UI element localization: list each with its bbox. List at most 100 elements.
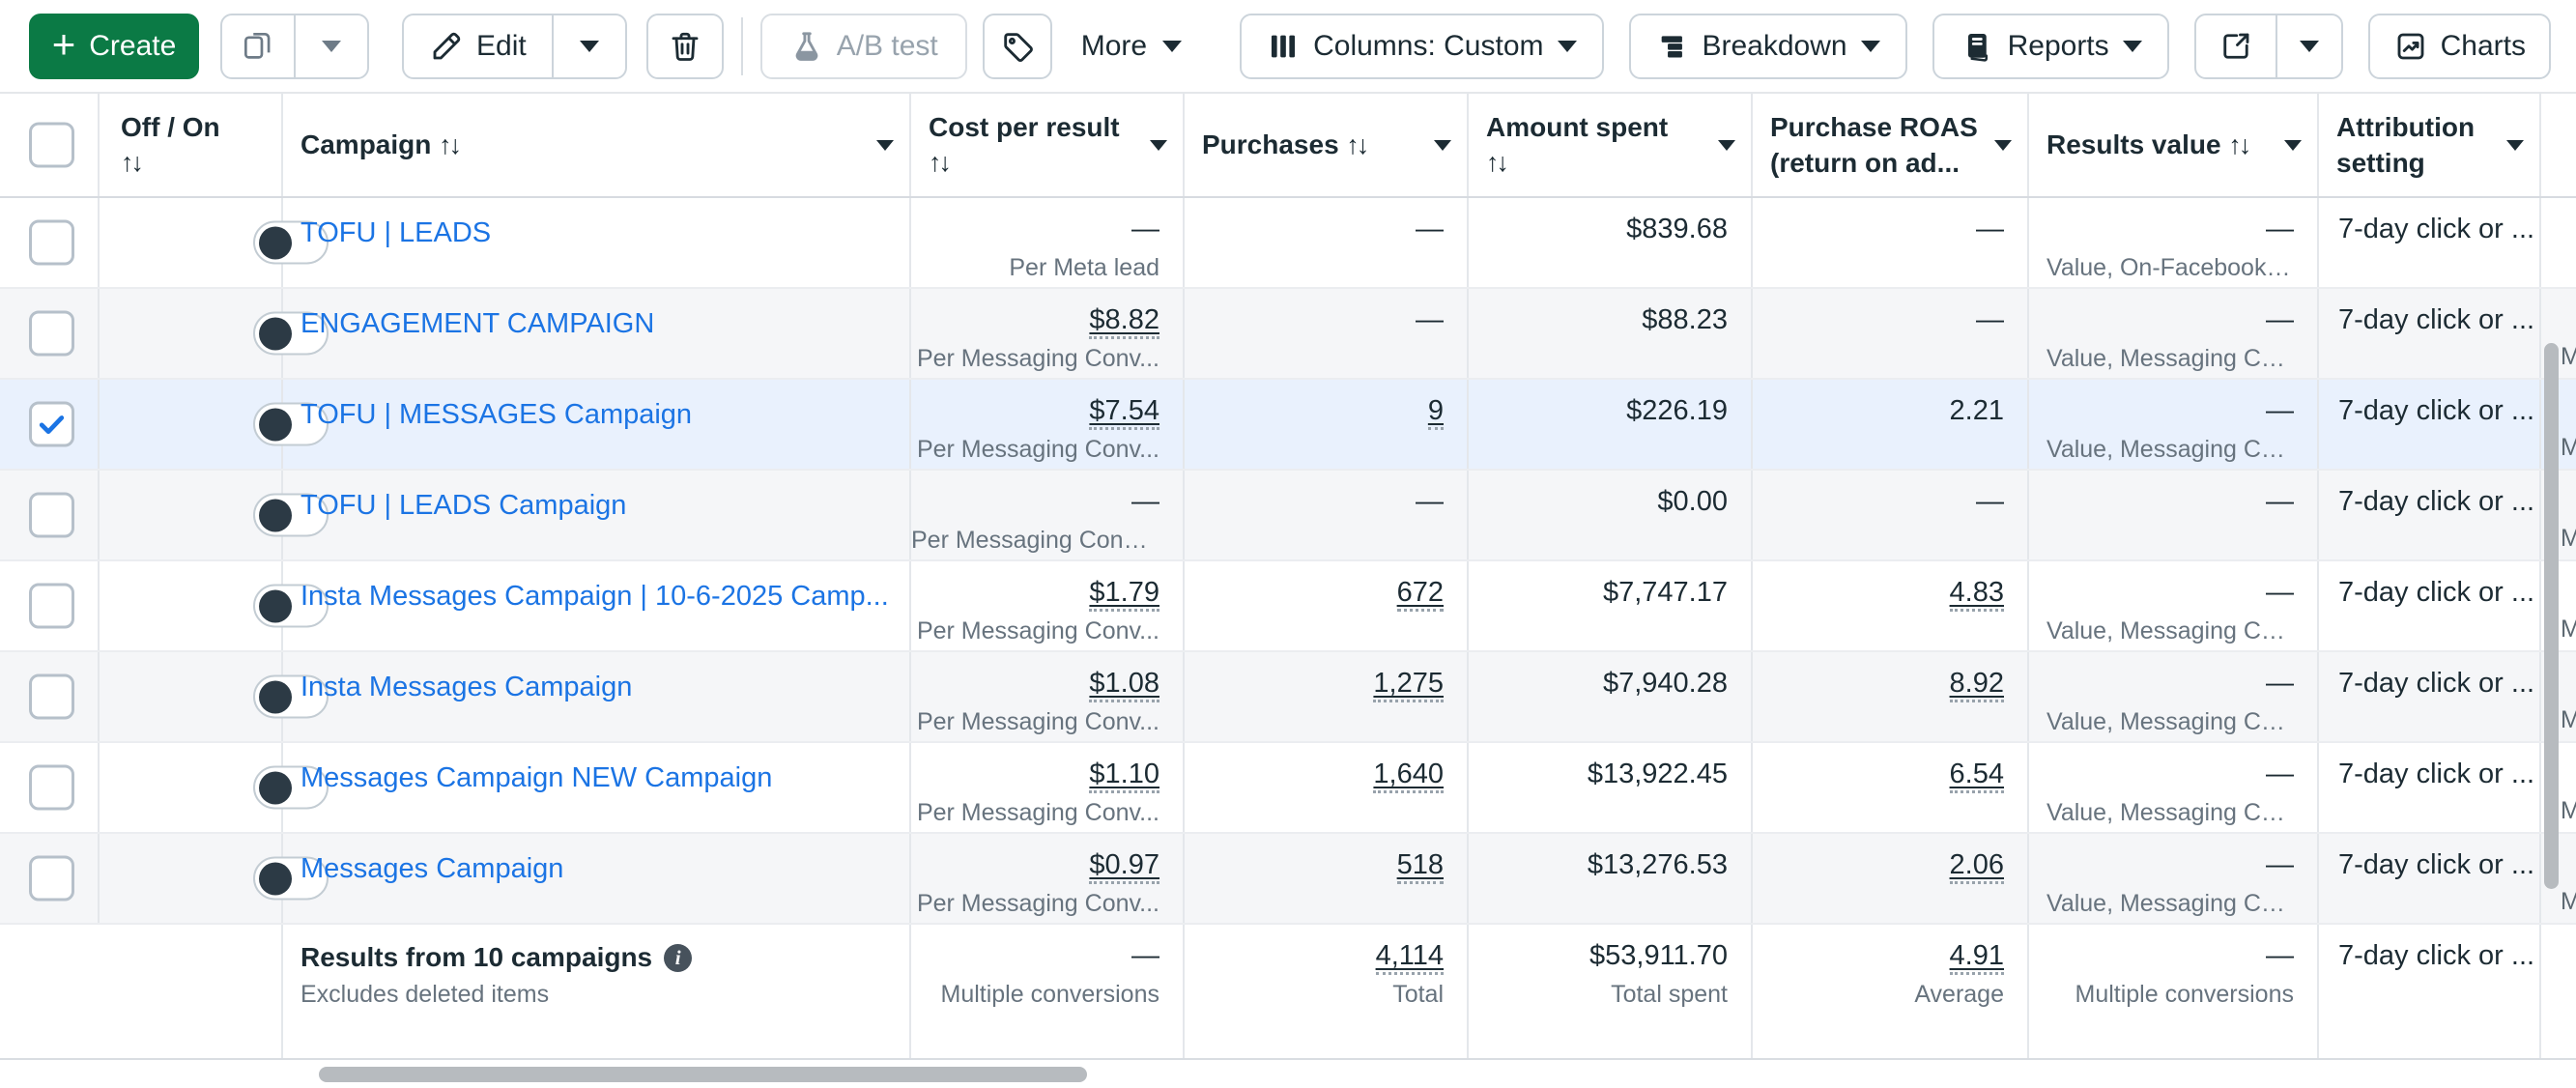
attribution-setting-value: 7-day click or ... [2338,577,2535,608]
row-checkbox-cell [0,652,100,741]
sort-icon[interactable]: ↑↓ [2228,130,2251,159]
campaign-link[interactable]: TOFU | LEADS [301,217,492,248]
results-value-cell: — Value, On-Facebook L... [2029,198,2319,287]
edit-button[interactable]: Edit [404,15,552,77]
flask-icon [789,29,824,64]
summary-subtitle: Excludes deleted items [301,981,550,1008]
summary-roas-cell: 4.91 Average [1753,925,2029,1058]
results-value-cell: — Value, Messaging Con... [2029,834,2319,923]
results-value-subtext: Value, Messaging Con... [2046,617,2294,644]
campaign-link[interactable]: Messages Campaign NEW Campaign [301,762,773,793]
amount-spent-value: $88.23 [1642,304,1728,335]
amount-spent-cell: $88.23 [1469,289,1753,378]
attribution-setting-value: 7-day click or ... [2338,304,2535,335]
campaign-name-cell: Insta Messages Campaign | 10-6-2025 Camp… [283,561,911,650]
row-checkbox[interactable] [29,401,74,447]
next-column-partial-text: M [2561,434,2576,461]
row-checkbox[interactable] [29,583,74,629]
export-button[interactable] [2196,15,2275,77]
row-checkbox[interactable] [29,673,74,720]
tag-button[interactable] [982,13,1052,79]
columns-icon [1267,30,1300,63]
pencil-icon [429,29,464,64]
row-checkbox[interactable] [29,764,74,811]
attribution-cell: 7-day click or ... [2319,834,2541,923]
reports-button[interactable]: Reports [1932,13,2169,79]
cost-per-result-value: $7.54 [1089,395,1159,430]
chevron-down-icon [1860,40,1880,52]
header-results-value[interactable]: Results value ↑↓ [2029,94,2319,196]
header-purchases[interactable]: Purchases ↑↓ [1185,94,1469,196]
duplicate-icon [240,28,276,65]
campaign-link[interactable]: Messages Campaign [301,853,564,884]
row-toggle-cell [100,834,329,923]
row-checkbox[interactable] [29,310,74,357]
row-checkbox[interactable] [29,492,74,538]
header-attribution-setting[interactable]: Attribution setting [2319,94,2541,196]
columns-button[interactable]: Columns: Custom [1240,13,1604,79]
summary-purchases-value: 4,114 [1375,940,1444,975]
campaign-toggle[interactable] [253,311,329,356]
summary-attribution-cell: 7-day click or ... [2319,925,2541,1058]
chevron-down-icon[interactable] [1994,140,2012,151]
ab-test-button[interactable]: A/B test [759,13,967,79]
campaign-toggle[interactable] [253,493,329,537]
export-dropdown-button[interactable] [2275,14,2341,77]
campaign-link[interactable]: TOFU | MESSAGES Campaign [301,399,693,430]
edit-dropdown-button[interactable] [551,14,625,77]
attribution-cell: 7-day click or ... [2319,561,2541,650]
campaign-toggle[interactable] [253,765,329,810]
sort-icon[interactable]: ↑↓ [121,148,144,177]
campaign-link[interactable]: ENGAGEMENT CAMPAIGN [301,308,655,339]
duplicate-button[interactable] [222,15,294,77]
header-off-on[interactable]: Off / On ↑↓ [100,94,283,196]
chevron-down-icon[interactable] [1150,140,1167,151]
duplicate-dropdown-button[interactable] [294,14,367,77]
attribution-cell: 7-day click or ... [2319,652,2541,741]
campaign-link[interactable]: TOFU | LEADS Campaign [301,490,627,521]
header-purchase-roas[interactable]: Purchase ROAS (return on ad... [1753,94,2029,196]
header-amount-spent[interactable]: Amount spent ↑↓ [1469,94,1753,196]
more-button[interactable]: More [1081,30,1183,63]
campaign-toggle[interactable] [253,584,329,628]
next-column-partial-text: M [2561,616,2576,643]
vertical-scrollbar[interactable] [2544,343,2559,889]
delete-button[interactable] [645,13,724,79]
campaign-link[interactable]: Insta Messages Campaign [301,672,633,702]
results-value: — [2266,577,2294,608]
chevron-down-icon[interactable] [2284,140,2302,151]
summary-roas-value: 4.91 [1949,940,2004,975]
create-button[interactable]: + Create [29,13,199,79]
info-icon[interactable]: i [664,943,693,972]
sort-icon[interactable]: ↑↓ [1486,148,1509,177]
breakdown-button[interactable]: Breakdown [1628,13,1907,79]
summary-spent-subtext: Total spent [1611,981,1728,1008]
campaign-toggle[interactable] [253,856,329,901]
toggle-knob-icon [259,226,292,259]
sort-icon[interactable]: ↑↓ [439,130,462,159]
campaign-toggle[interactable] [253,674,329,719]
row-checkbox-cell [0,471,100,559]
sort-icon[interactable]: ↑↓ [1346,130,1369,159]
horizontal-scrollbar[interactable] [319,1067,1087,1082]
toolbar: + Create [0,0,2576,94]
sort-icon[interactable]: ↑↓ [929,148,952,177]
campaign-toggle[interactable] [253,220,329,265]
chevron-down-icon[interactable] [2506,140,2524,151]
chevron-down-icon[interactable] [876,140,894,151]
row-checkbox[interactable] [29,855,74,902]
row-checkbox[interactable] [29,219,74,266]
row-toggle-cell [100,289,329,378]
results-value-subtext: Value, Messaging Con... [2046,890,2294,917]
campaign-link[interactable]: Insta Messages Campaign | 10-6-2025 Camp… [301,581,889,612]
results-value: — [2266,849,2294,880]
select-all-checkbox[interactable] [29,122,74,168]
chevron-down-icon[interactable] [1718,140,1735,151]
header-campaign[interactable]: Campaign ↑↓ [283,94,911,196]
purchase-roas-value: 8.92 [1949,668,2004,702]
next-column-partial-text: M [2561,525,2576,552]
charts-button[interactable]: Charts [2367,13,2551,79]
campaign-toggle[interactable] [253,402,329,446]
header-cost-per-result[interactable]: Cost per result ↑↓ [911,94,1185,196]
chevron-down-icon[interactable] [1434,140,1451,151]
